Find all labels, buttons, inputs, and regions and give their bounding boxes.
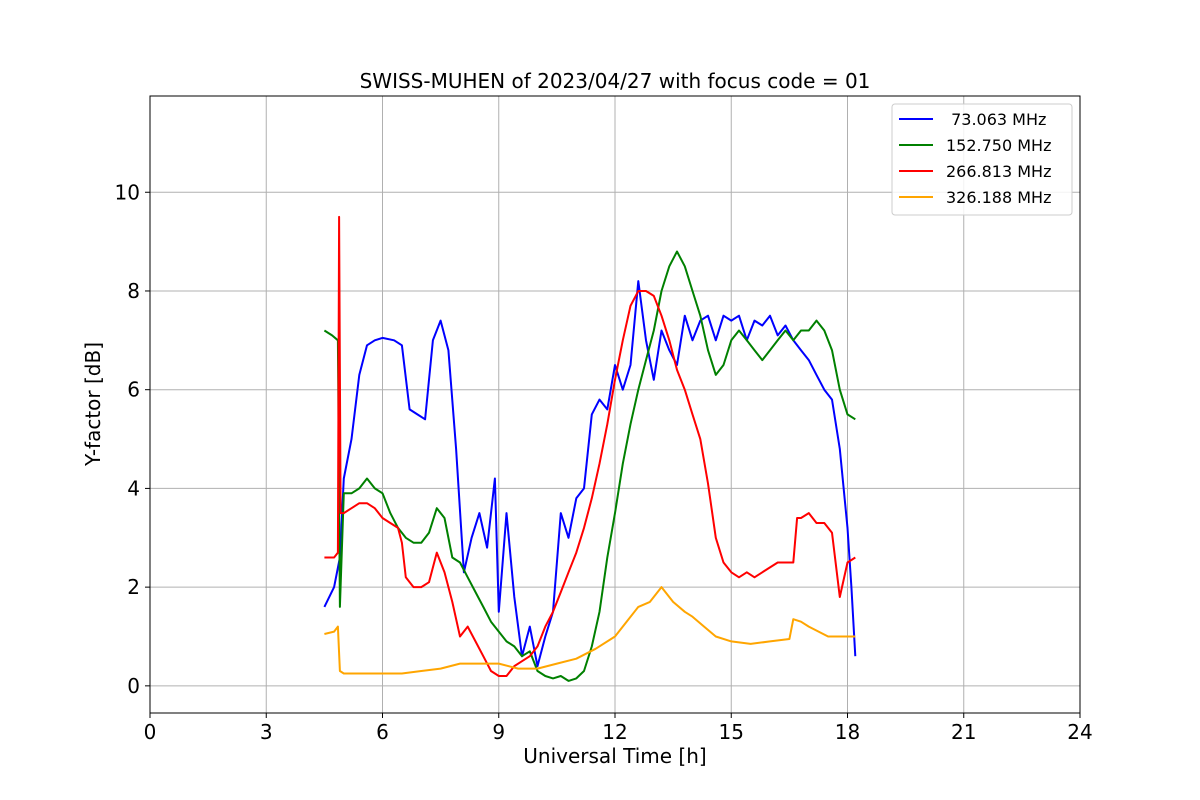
legend-entry-label: 152.750 MHz xyxy=(946,136,1051,155)
y-axis-label: Y-factor [dB] xyxy=(81,342,105,467)
series-line-4 xyxy=(324,586,856,675)
x-tick-label: 0 xyxy=(144,720,157,744)
y-tick-label: 8 xyxy=(127,279,140,303)
x-tick-label: 21 xyxy=(951,720,976,744)
grid xyxy=(149,96,1081,713)
x-tick-label: 3 xyxy=(260,720,273,744)
y-tick-label: 10 xyxy=(115,180,140,204)
x-tick-label: 18 xyxy=(835,720,860,744)
chart-title: SWISS-MUHEN of 2023/04/27 with focus cod… xyxy=(360,69,871,93)
legend-entry-label: 266.813 MHz xyxy=(946,162,1051,181)
x-tick-label: 12 xyxy=(602,720,627,744)
legend: 73.063 MHz 152.750 MHz 266.813 MHz 326.188 … xyxy=(891,103,1073,216)
series-line-1 xyxy=(323,280,857,668)
x-tick-label: 15 xyxy=(719,720,744,744)
y-tick-label: 6 xyxy=(127,378,140,402)
legend-box xyxy=(891,103,1073,216)
x-tick-label: 9 xyxy=(492,720,505,744)
y-tick-label: 0 xyxy=(127,674,140,698)
legend-entry-label: 326.188 MHz xyxy=(946,188,1051,207)
y-tick-label: 4 xyxy=(127,476,140,500)
x-axis-label: Universal Time [h] xyxy=(523,744,706,768)
series-line-2 xyxy=(323,250,856,682)
x-tick-label: 6 xyxy=(376,720,389,744)
y-tick-label: 2 xyxy=(127,575,140,599)
plot-area xyxy=(323,215,857,682)
series-line-3 xyxy=(324,215,856,677)
legend-entry-label: 73.063 MHz xyxy=(946,110,1046,129)
x-tick-label: 24 xyxy=(1067,720,1092,744)
